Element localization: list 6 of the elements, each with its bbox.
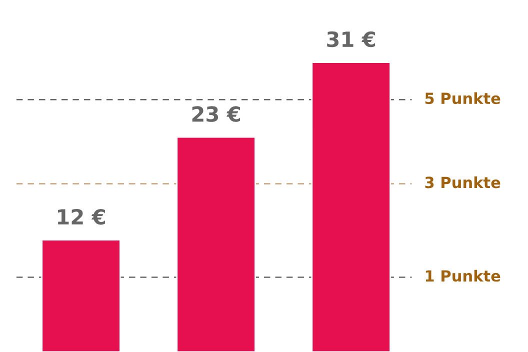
data-label: 31 € (327, 31, 376, 48)
ref-line-label: 3 Punkte (425, 176, 500, 188)
ref-line-label: 5 Punkte (425, 92, 500, 104)
ref-line-label: 1 Punkte (426, 270, 500, 282)
data-label: 12 € (58, 208, 105, 225)
data-label: 23 € (192, 106, 240, 122)
